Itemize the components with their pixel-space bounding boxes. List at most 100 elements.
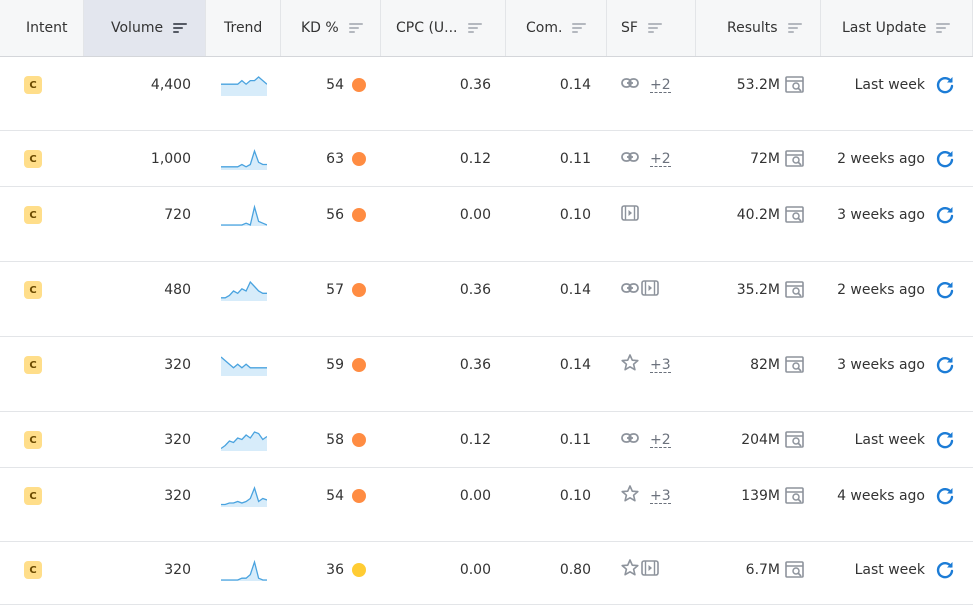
column-header-com[interactable]: Com. [506,0,607,56]
serp-features-more-link[interactable]: +3 [650,356,671,373]
column-header-kd[interactable]: KD % [281,0,381,56]
trend-line [221,280,267,299]
kd-difficulty-dot [352,152,366,166]
link-icon [621,78,639,88]
column-header-volume[interactable]: Volume [84,0,206,56]
refresh-icon[interactable] [935,355,955,375]
serp-preview-icon[interactable] [785,356,805,374]
column-header-label: Trend [224,20,263,36]
kd-value: 54 [326,77,344,93]
serp-preview-icon[interactable] [785,431,805,449]
last-update-cell: Last week [820,76,955,94]
kd-value: 57 [326,282,344,298]
serp-feature[interactable] [640,558,660,582]
column-header-results[interactable]: Results [696,0,821,56]
column-header-sf[interactable]: SF [607,0,696,56]
refresh-icon[interactable] [935,486,955,506]
cpc-value: 0.00 [459,488,491,504]
serp-preview-icon[interactable] [785,487,805,505]
serp-feature[interactable] [620,353,640,377]
volume-value: 320 [164,357,191,373]
kd-cell: 57 [300,281,366,299]
table-row: C 320 58 0.12 0.11 +2 204M Last week [0,412,973,468]
column-header-cpc[interactable]: CPC (U... [381,0,506,56]
intent-badge: C [24,281,42,299]
serp-feature[interactable] [620,73,640,97]
column-header-label: Intent [26,20,68,36]
table-row: C 720 56 0.00 0.10 40.2M 3 weeks ago [0,187,973,262]
sort-icon[interactable] [787,22,802,34]
intent-cell: C [24,487,42,505]
refresh-icon[interactable] [935,560,955,580]
sort-icon[interactable] [173,22,188,34]
trend-line [221,559,267,581]
kd-cell: 59 [300,356,366,374]
trend-sparkline [221,356,267,376]
refresh-icon[interactable] [935,75,955,95]
intent-cell: C [24,281,42,299]
trend-area [221,151,267,170]
kd-difficulty-dot [352,208,366,222]
last-update-cell: 2 weeks ago [820,150,955,168]
serp-feature[interactable] [620,278,640,302]
column-header-label: SF [621,20,638,36]
last-update-value: 4 weeks ago [837,488,925,504]
competition-value: 0.11 [559,151,591,167]
serp-features-more-link[interactable]: +2 [650,431,671,448]
table-row: C 320 59 0.36 0.14 +3 82M 3 weeks ago [0,337,973,412]
serp-feature[interactable] [620,558,640,582]
results-cell: 72M [700,150,805,168]
intent-cell: C [24,150,42,168]
column-header-label: CPC (U... [396,20,458,36]
results-cell: 204M [700,431,805,449]
refresh-icon[interactable] [935,430,955,450]
sort-icon[interactable] [348,22,363,34]
trend-area [221,207,267,226]
intent-cell: C [24,561,42,579]
serp-feature[interactable] [620,428,640,452]
cpc-value: 0.36 [459,357,491,373]
trend-sparkline [221,148,267,170]
cpc-value: 0.12 [459,151,491,167]
intent-badge: C [24,431,42,449]
sort-icon[interactable] [572,22,587,34]
serp-feature[interactable] [620,147,640,171]
last-update-value: Last week [854,77,925,93]
table-row: C 4,400 54 0.36 0.14 +2 53.2M Last week [0,57,973,131]
intent-badge: C [24,76,42,94]
column-header-update[interactable]: Last Update [821,0,973,56]
column-header-label: KD % [301,20,339,36]
competition-value: 0.10 [559,207,591,223]
sort-icon[interactable] [936,22,951,34]
kd-value: 54 [326,488,344,504]
serp-feature[interactable] [640,278,660,302]
kd-difficulty-dot [352,78,366,92]
column-header-label: Last Update [842,20,927,36]
kd-difficulty-dot [352,358,366,372]
results-cell: 139M [700,487,805,505]
serp-features-more-link[interactable]: +3 [650,487,671,504]
refresh-icon[interactable] [935,205,955,225]
serp-preview-icon[interactable] [785,76,805,94]
competition-value: 0.14 [559,357,591,373]
serp-preview-icon[interactable] [785,206,805,224]
trend-area [221,432,267,451]
serp-preview-icon[interactable] [785,561,805,579]
trend-sparkline [221,280,267,301]
kd-cell: 54 [300,76,366,94]
serp-features-more-link[interactable]: +2 [650,76,671,93]
kd-value: 58 [326,432,344,448]
column-header-label: Results [727,20,778,36]
sort-icon[interactable] [647,22,662,34]
refresh-icon[interactable] [935,149,955,169]
serp-preview-icon[interactable] [785,150,805,168]
serp-feature[interactable] [620,484,640,508]
serp-feature[interactable] [620,203,640,227]
intent-badge: C [24,356,42,374]
trend-line [221,148,267,168]
serp-preview-icon[interactable] [785,281,805,299]
serp-features-more-link[interactable]: +2 [650,150,671,167]
refresh-icon[interactable] [935,280,955,300]
sort-icon[interactable] [467,22,482,34]
trend-cell [221,429,267,451]
